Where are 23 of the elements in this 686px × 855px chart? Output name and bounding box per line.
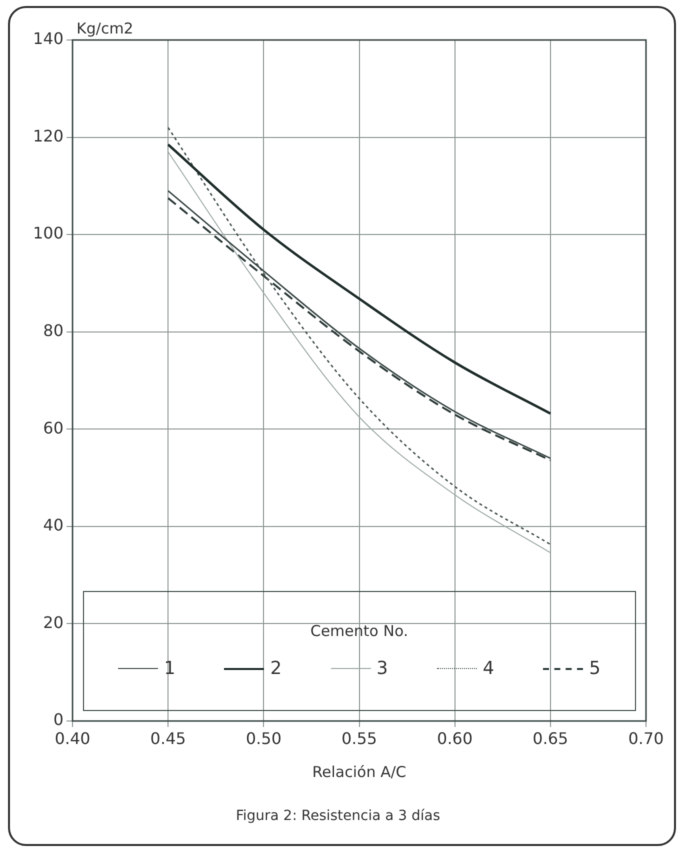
x-tick-label: 0.50	[246, 728, 282, 748]
y-tick-label: 0	[53, 710, 64, 730]
legend-label: 2	[270, 658, 282, 679]
x-tick-label: 0.45	[150, 728, 186, 748]
legend-label: 5	[589, 658, 601, 679]
y-tick-label: 40	[43, 516, 64, 535]
x-tick-label: 0.70	[628, 728, 664, 748]
x-tick-label: 0.60	[437, 728, 473, 748]
line-series	[166, 143, 552, 415]
y-tick-label: 140	[32, 29, 64, 48]
legend-label: 4	[482, 658, 494, 679]
y-tick-label: 120	[32, 126, 64, 146]
x-tick-label: 0.55	[341, 728, 378, 748]
y-tick-label: 80	[43, 321, 64, 340]
y-tick-label: 20	[43, 612, 64, 632]
y-axis-title: Kg/cm2	[76, 19, 134, 38]
x-tick-label: 0.40	[54, 728, 90, 748]
legend-label: 3	[376, 658, 388, 679]
y-tick-label: 60	[43, 418, 64, 438]
x-axis-title: Relación A/C	[312, 763, 406, 782]
x-tick-label: 0.65	[532, 728, 568, 748]
y-tick-label: 100	[32, 224, 64, 243]
text: Figura 2: Resistencia a 3 días	[236, 808, 440, 824]
